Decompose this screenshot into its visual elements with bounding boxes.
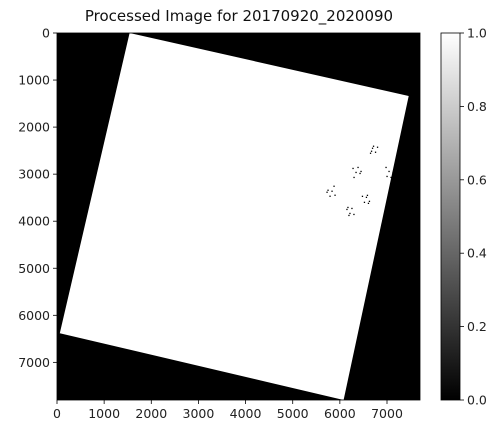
speckle-mark <box>333 185 335 187</box>
speckle-mark <box>385 166 387 169</box>
y-tick-label: 6000 <box>18 308 50 323</box>
colorbar-tick-label: 0.4 <box>467 246 487 261</box>
speckle-mark <box>351 207 353 210</box>
speckle-mark <box>365 196 368 198</box>
speckle-mark <box>363 201 366 203</box>
speckle-mark <box>361 195 364 197</box>
speckle-mark <box>392 171 394 174</box>
x-tick-label: 1000 <box>88 406 120 421</box>
speckle-mark <box>390 176 392 179</box>
speckle-mark <box>348 214 350 217</box>
y-tick-label: 2000 <box>18 120 50 135</box>
speckle-mark <box>370 150 373 152</box>
speckle-mark <box>359 172 361 175</box>
speckle-mark <box>376 146 379 148</box>
speckle-mark <box>366 194 369 196</box>
plot-area <box>56 32 421 401</box>
y-tick-label: 4000 <box>18 214 50 229</box>
speckle-mark <box>326 191 328 193</box>
speckle-mark <box>346 208 348 211</box>
colorbar: 0.0 0.2 0.4 0.6 0.8 1.0 <box>440 26 487 408</box>
speckle-mark <box>394 192 396 194</box>
colorbar-tick-label: 1.0 <box>467 26 487 41</box>
x-tick-label: 2000 <box>135 406 167 421</box>
speckle-mark <box>397 185 399 187</box>
speckle-layer <box>326 145 399 217</box>
speckle-mark <box>369 152 372 154</box>
speckle-mark <box>349 212 351 215</box>
y-tick-label: 5000 <box>18 261 50 276</box>
speckle-mark <box>396 187 398 189</box>
speckle-mark <box>331 190 333 192</box>
x-tick-label: 3000 <box>183 406 215 421</box>
colorbar-tick-label: 0.6 <box>467 172 487 187</box>
speckle-mark <box>374 151 377 153</box>
speckle-mark <box>392 186 394 188</box>
speckle-mark <box>388 170 390 173</box>
speckle-mark <box>386 175 388 178</box>
speckle-mark <box>371 147 374 149</box>
colorbar-tick-label: 0.2 <box>467 319 487 334</box>
speckle-mark <box>329 195 331 197</box>
y-tick-label: 1000 <box>18 73 50 88</box>
speckle-mark <box>355 171 357 174</box>
valid-data-region <box>59 33 409 400</box>
speckle-mark <box>390 191 392 193</box>
x-axis: 0 1000 2000 3000 4000 5000 6000 7000 <box>53 400 403 421</box>
y-tick-label: 0 <box>42 26 50 41</box>
y-axis: 0 1000 2000 3000 4000 5000 6000 7000 <box>18 26 57 370</box>
x-tick-label: 0 <box>53 406 61 421</box>
axes-frame <box>56 32 421 401</box>
speckle-mark <box>352 167 354 170</box>
colorbar-tick-label: 0.8 <box>467 99 487 114</box>
speckle-mark <box>372 145 375 147</box>
chart-title: Processed Image for 20170920_2020090 <box>85 7 393 26</box>
colorbar-gradient <box>440 32 461 401</box>
speckle-mark <box>360 170 362 173</box>
x-tick-label: 7000 <box>371 406 403 421</box>
x-tick-label: 6000 <box>324 406 356 421</box>
speckle-mark <box>347 206 349 209</box>
speckle-mark <box>393 169 395 172</box>
colorbar-ticks: 0.0 0.2 0.4 0.6 0.8 1.0 <box>460 26 487 408</box>
colorbar-tick-label: 0.0 <box>467 393 487 408</box>
speckle-mark <box>357 166 359 169</box>
speckle-mark <box>334 194 336 196</box>
speckle-mark <box>353 213 355 216</box>
speckle-mark <box>327 189 329 191</box>
x-tick-label: 4000 <box>230 406 262 421</box>
x-tick-label: 5000 <box>277 406 309 421</box>
y-tick-label: 7000 <box>18 355 50 370</box>
speckle-mark <box>367 202 370 204</box>
speckle-mark <box>368 200 371 202</box>
speckle-mark <box>353 176 355 179</box>
y-tick-label: 3000 <box>18 167 50 182</box>
speckle-mark <box>395 190 397 192</box>
